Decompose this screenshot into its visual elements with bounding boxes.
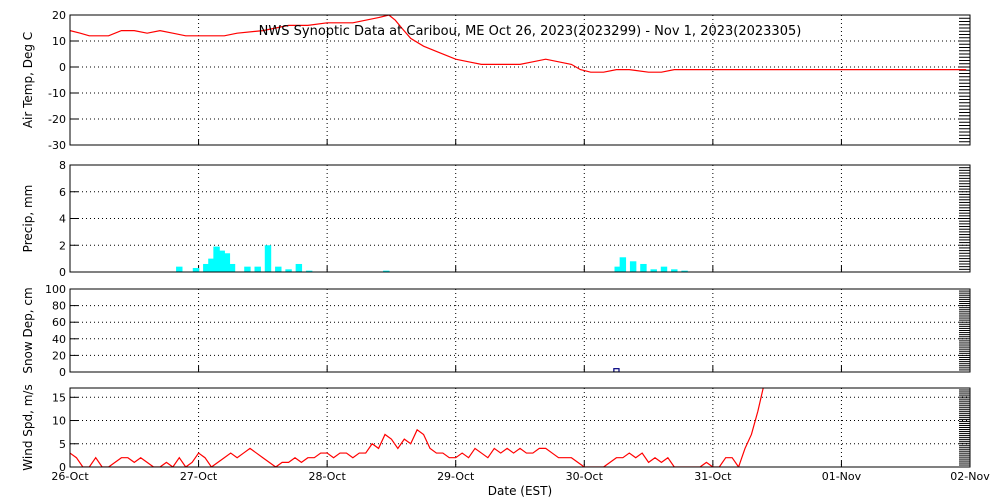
y-axis-label: Air Temp, Deg C — [21, 32, 35, 128]
panel-1: -30 -20 -10 0 10 20 Air Temp, Deg C — [21, 9, 971, 152]
y-tick-label: 4 — [59, 213, 66, 226]
series-line — [70, 388, 764, 467]
y-tick-label: -10 — [48, 87, 66, 100]
y-tick-label: 0 — [59, 366, 66, 379]
bar — [244, 266, 251, 272]
y-tick-label: 80 — [52, 300, 66, 313]
bar — [176, 266, 183, 272]
bar — [383, 270, 390, 272]
y-tick-label: 20 — [52, 9, 66, 22]
bar — [660, 266, 668, 272]
x-tick-label: 31-Oct — [694, 470, 732, 483]
bar — [614, 266, 621, 272]
panel-2: 0 2 4 6 8 Precip, mm — [21, 159, 971, 279]
y-tick-label: 0 — [59, 461, 66, 474]
bar — [285, 269, 292, 272]
panel-frame — [69, 164, 971, 273]
x-tick-label: 26-Oct — [51, 470, 89, 483]
y-tick-label: 2 — [59, 239, 66, 252]
x-tick-label: 01-Nov — [822, 470, 862, 483]
x-axis-label: Date (EST) — [488, 484, 552, 498]
y-tick-label: 100 — [45, 283, 66, 296]
y-tick-label: 60 — [52, 316, 66, 329]
y-axis-label: Snow Dep, cm — [21, 287, 35, 373]
y-tick-label: 5 — [59, 438, 66, 451]
bar — [192, 267, 200, 272]
bar — [671, 269, 678, 272]
bar — [275, 266, 282, 272]
plot-area — [70, 388, 764, 467]
panel-frame — [69, 288, 971, 373]
chart-title: NWS Synoptic Data at Caribou, ME Oct 26,… — [259, 24, 802, 39]
bar — [223, 253, 231, 272]
y-tick-label: 20 — [52, 349, 66, 362]
bar — [213, 246, 220, 272]
y-tick-label: 0 — [59, 266, 66, 279]
y-tick-label: -20 — [48, 113, 66, 126]
bar — [619, 257, 627, 272]
x-tick-label: 29-Oct — [437, 470, 475, 483]
x-tick-label: 28-Oct — [308, 470, 346, 483]
panel-frame — [69, 14, 971, 146]
y-tick-label: 40 — [52, 333, 66, 346]
y-tick-label: 8 — [59, 159, 66, 172]
y-axis-label: Wind Spd, m/s — [21, 384, 35, 470]
bar — [305, 270, 313, 272]
bar — [629, 261, 637, 272]
panel-frame — [69, 387, 971, 468]
y-axis-label: Precip, mm — [21, 185, 35, 253]
plot-area — [176, 245, 688, 272]
bar — [218, 250, 225, 272]
x-tick-label: 27-Oct — [180, 470, 218, 483]
bar — [650, 269, 657, 272]
panels: -30 -20 -10 0 10 20 Air Temp, Deg C 0 2 4 6 8 Precip… — [21, 9, 990, 483]
y-tick-label: 15 — [52, 391, 66, 404]
x-tick-label: 30-Oct — [566, 470, 604, 483]
bar — [681, 270, 688, 272]
bar — [264, 245, 272, 272]
bar — [640, 263, 647, 272]
bar — [203, 263, 210, 272]
bar — [228, 263, 236, 272]
x-tick-label: 02-Nov — [950, 470, 990, 483]
plot-area — [70, 15, 967, 73]
bar — [295, 263, 303, 272]
panel-3: 0 20 40 60 80 100 Snow Dep, cm — [21, 283, 971, 379]
y-tick-label: 10 — [52, 415, 66, 428]
bar — [254, 266, 261, 272]
y-tick-label: -30 — [48, 139, 66, 152]
series-line — [70, 15, 967, 73]
y-tick-label: 6 — [59, 186, 66, 199]
panel-4: 0 5 10 15 Wind Spd, m/s — [21, 384, 971, 474]
bar — [208, 258, 215, 272]
y-tick-label: 10 — [52, 35, 66, 48]
y-tick-label: 0 — [59, 61, 66, 74]
